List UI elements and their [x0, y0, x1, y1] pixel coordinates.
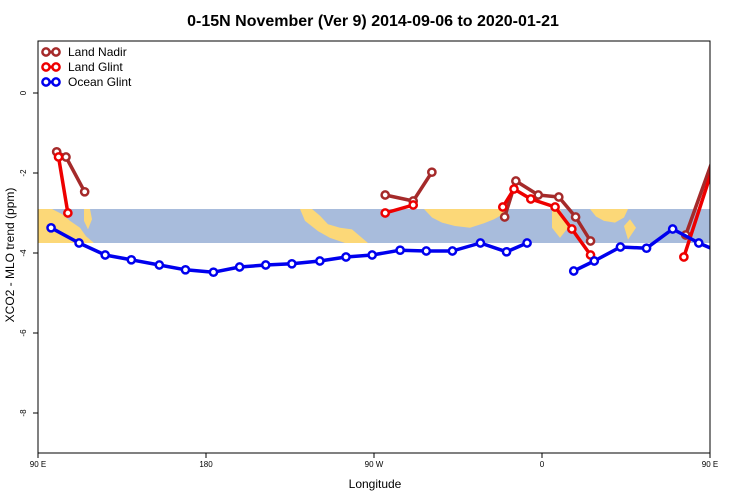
data-point [74, 238, 84, 248]
land-shape [624, 219, 636, 240]
data-point [712, 155, 719, 162]
data-point [380, 190, 391, 200]
data-point [693, 238, 704, 248]
land-shape [590, 209, 628, 223]
x-tick-label: 90 E [702, 460, 718, 469]
series-2 [46, 222, 730, 278]
legend-marker [51, 62, 61, 72]
background-map-band [38, 209, 710, 243]
data-point [408, 200, 419, 210]
data-point [511, 176, 521, 186]
legend-label: Land Glint [68, 60, 123, 74]
data-point [421, 246, 432, 256]
data-point [568, 266, 579, 276]
series-line [684, 162, 710, 236]
data-point [154, 260, 165, 270]
data-point [367, 250, 377, 260]
data-point [570, 212, 581, 222]
data-point [525, 194, 536, 204]
x-tick-label: 90 W [365, 460, 384, 469]
data-point [63, 208, 73, 218]
legend-marker [41, 47, 51, 57]
data-point [53, 152, 64, 162]
data-point [315, 256, 325, 266]
data-point [567, 224, 577, 234]
series-layer [46, 146, 736, 278]
data-point [712, 148, 719, 155]
data-point [723, 251, 730, 258]
data-point [380, 208, 391, 218]
land-shape [84, 209, 92, 230]
y-tick-label: -6 [19, 329, 28, 337]
data-point [79, 186, 90, 197]
data-point [46, 222, 56, 233]
data-point [61, 152, 71, 162]
series-line [682, 170, 710, 258]
data-point [427, 167, 437, 178]
y-tick-label: -2 [19, 169, 28, 177]
data-point [208, 267, 219, 278]
x-tick-label: 180 [199, 460, 213, 469]
x-axis: 90 E 180 90 W 0 90 E [30, 453, 718, 469]
legend-marker [41, 77, 51, 87]
land-shape [300, 209, 368, 243]
data-point [126, 254, 137, 265]
data-point [509, 184, 519, 194]
data-point [615, 242, 626, 252]
data-point [533, 190, 544, 200]
series-line [384, 203, 414, 215]
y-tick-label: -8 [19, 409, 28, 417]
data-point [180, 264, 191, 275]
data-point [497, 202, 508, 212]
data-point [585, 236, 596, 246]
legend-marker [51, 47, 61, 57]
y-axis: 0 -2 -4 -6 -8 [19, 90, 38, 417]
y-tick-label: 0 [19, 90, 28, 95]
data-point [679, 252, 689, 262]
data-point [341, 252, 351, 262]
chart-title: 0-15N November (Ver 9) 2014-09-06 to 202… [187, 13, 559, 30]
data-point [395, 245, 405, 256]
legend-marker [41, 62, 51, 72]
x-tick-label: 0 [540, 460, 545, 469]
data-point [499, 212, 510, 222]
data-point [641, 243, 652, 254]
plot-frame [37, 40, 711, 454]
data-point [729, 209, 736, 216]
data-point [475, 238, 486, 248]
x-tick-label: 90 E [30, 460, 46, 469]
land-shape [552, 209, 568, 238]
data-point [522, 238, 532, 248]
y-axis-label: XCO2 - MLO trend (ppm) [3, 188, 17, 323]
data-point [100, 250, 111, 260]
data-point [727, 153, 734, 160]
data-point [260, 260, 271, 270]
data-point [287, 258, 297, 269]
data-point [501, 246, 512, 257]
data-point [550, 202, 560, 212]
data-point [447, 246, 458, 256]
data-point [234, 262, 245, 272]
data-point [589, 256, 600, 266]
series-1 [53, 152, 736, 262]
legend-label: Ocean Glint [68, 75, 132, 89]
y-tick-label: -4 [19, 249, 28, 257]
series-line [56, 156, 70, 214]
series-line [384, 171, 434, 203]
x-axis-label: Longitude [349, 477, 402, 491]
legend-label: Land Nadir [68, 45, 127, 59]
series-line [572, 227, 710, 273]
land-shape [38, 209, 94, 243]
data-point [553, 192, 564, 202]
data-point [667, 224, 678, 234]
land-shape [424, 209, 505, 228]
legend-marker [51, 77, 61, 87]
